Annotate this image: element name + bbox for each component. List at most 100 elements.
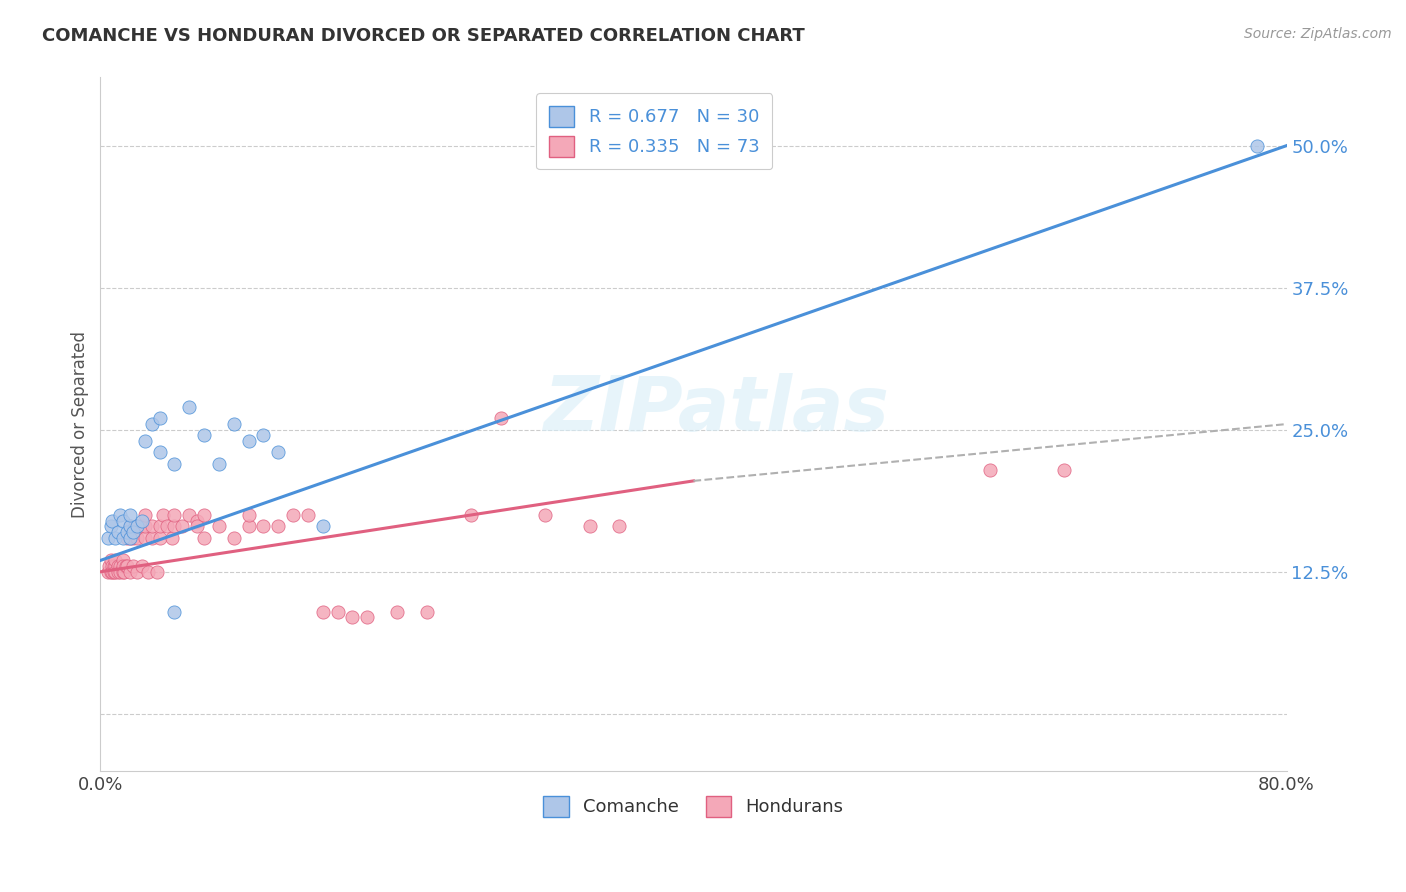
Point [127, 519, 149, 533]
Point [127, 531, 149, 545]
Point [297, 508, 319, 522]
Point [186, 514, 208, 528]
Point [312, 605, 335, 619]
Point [179, 508, 201, 522]
Point [134, 519, 156, 533]
Point [118, 519, 141, 533]
Point [163, 605, 186, 619]
Point [107, 559, 129, 574]
Point [460, 508, 482, 522]
Point [118, 531, 141, 545]
Point [100, 565, 122, 579]
Point [111, 514, 134, 528]
Point [326, 605, 349, 619]
Point [101, 565, 124, 579]
Text: ZIPatlas: ZIPatlas [544, 373, 890, 447]
Point [163, 508, 186, 522]
Point [163, 519, 186, 533]
Y-axis label: Divorced or Separated: Divorced or Separated [72, 331, 89, 517]
Point [115, 531, 138, 545]
Point [111, 553, 134, 567]
Point [342, 610, 364, 624]
Point [104, 565, 127, 579]
Point [104, 553, 127, 567]
Point [131, 514, 153, 528]
Point [134, 434, 156, 449]
Point [141, 519, 163, 533]
Point [578, 519, 600, 533]
Point [252, 519, 274, 533]
Point [141, 417, 163, 431]
Point [1053, 462, 1076, 476]
Point [97, 531, 120, 545]
Point [104, 531, 127, 545]
Point [107, 565, 129, 579]
Point [103, 565, 125, 579]
Point [489, 411, 512, 425]
Point [131, 559, 153, 574]
Point [118, 508, 141, 522]
Point [134, 531, 156, 545]
Point [193, 531, 215, 545]
Point [98, 559, 121, 574]
Point [222, 531, 245, 545]
Point [152, 508, 174, 522]
Point [100, 519, 122, 533]
Point [267, 445, 290, 459]
Point [208, 457, 231, 471]
Point [118, 531, 141, 545]
Point [111, 565, 134, 579]
Point [127, 565, 149, 579]
Point [415, 605, 437, 619]
Point [114, 559, 136, 574]
Point [534, 508, 557, 522]
Point [122, 559, 145, 574]
Point [193, 508, 215, 522]
Point [252, 428, 274, 442]
Point [238, 508, 260, 522]
Point [118, 519, 141, 533]
Point [149, 445, 172, 459]
Point [118, 565, 141, 579]
Point [267, 519, 290, 533]
Point [112, 565, 135, 579]
Point [238, 434, 260, 449]
Point [170, 519, 193, 533]
Point [607, 519, 630, 533]
Point [281, 508, 304, 522]
Legend: Comanche, Hondurans: Comanche, Hondurans [536, 789, 851, 824]
Point [979, 462, 1001, 476]
Point [131, 519, 153, 533]
Point [104, 559, 127, 574]
Point [136, 565, 159, 579]
Point [141, 531, 163, 545]
Point [111, 531, 134, 545]
Point [103, 559, 125, 574]
Point [1246, 138, 1268, 153]
Point [149, 519, 172, 533]
Point [101, 559, 124, 574]
Point [222, 417, 245, 431]
Point [149, 531, 172, 545]
Point [107, 524, 129, 539]
Point [127, 519, 149, 533]
Point [111, 559, 134, 574]
Point [115, 559, 138, 574]
Point [134, 508, 156, 522]
Point [186, 519, 208, 533]
Point [122, 531, 145, 545]
Point [193, 428, 215, 442]
Point [385, 605, 408, 619]
Point [312, 519, 335, 533]
Point [145, 565, 167, 579]
Point [108, 559, 131, 574]
Point [97, 565, 120, 579]
Text: Source: ZipAtlas.com: Source: ZipAtlas.com [1244, 27, 1392, 41]
Point [156, 519, 179, 533]
Point [122, 524, 145, 539]
Point [179, 400, 201, 414]
Point [115, 524, 138, 539]
Point [149, 411, 172, 425]
Point [108, 565, 131, 579]
Point [160, 531, 183, 545]
